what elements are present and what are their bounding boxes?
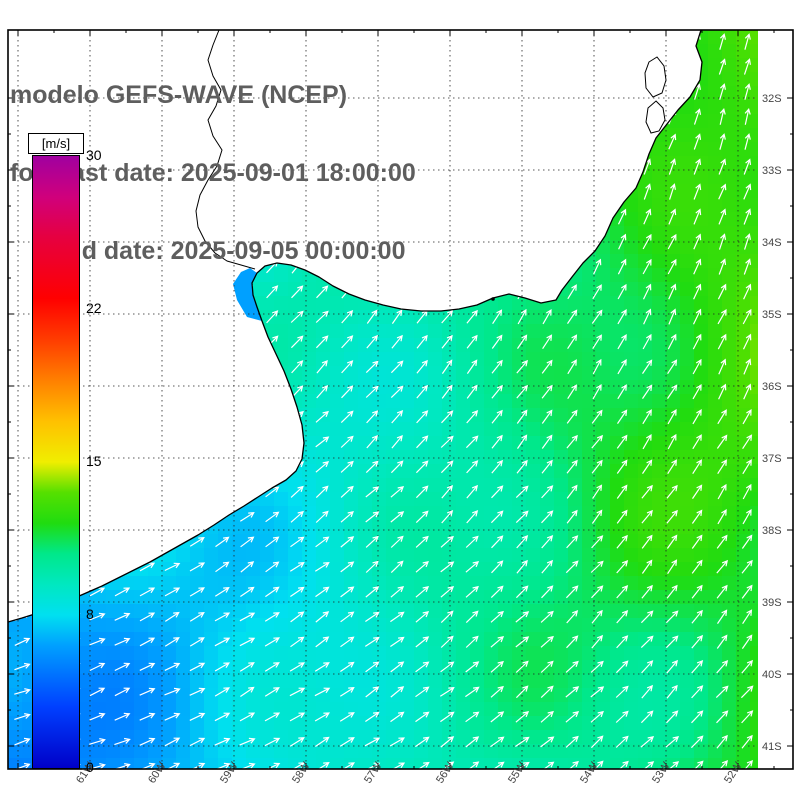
coastline [7, 29, 703, 623]
coastal-lagoons [644, 56, 667, 134]
lat-axis-label: 40S [762, 669, 782, 681]
colorbar: [m/s] 30 22 15 8 0 [28, 133, 108, 778]
lat-axis-label: 38S [762, 525, 782, 537]
colorbar-tick-label: 22 [86, 300, 102, 316]
lat-axis-label: 41S [762, 741, 782, 753]
inland-border-line [195, 29, 256, 270]
lat-axis-label: 36S [762, 381, 782, 393]
lat-axis-label: 34S [762, 237, 782, 249]
estuary-water-patch [233, 268, 262, 321]
valid-date-label: valid date: 2025-09-05 00:00:00 [40, 237, 406, 265]
lat-axis-label: 33S [762, 165, 782, 177]
grid-lines [8, 30, 758, 769]
colorbar-tick-label: 15 [86, 453, 102, 469]
plot-frame [7, 29, 794, 770]
lat-axis-label: 37S [762, 453, 782, 465]
colorbar-gradient-bar [32, 155, 80, 769]
model-title: modelo GEFS-WAVE (NCEP) [10, 81, 348, 109]
colorbar-tick-label: 30 [86, 147, 102, 163]
colorbar-unit-label: [m/s] [28, 133, 84, 154]
latitude-axis-labels: 32S 33S 34S 35S 36S 37S 38S 39S 40S 41S [762, 93, 782, 753]
axis-tick-marks [8, 30, 793, 769]
colorbar-tick-label: 8 [86, 606, 94, 622]
colorbar-tick-label: 0 [86, 759, 94, 775]
lat-axis-label: 39S [762, 597, 782, 609]
lat-axis-label: 35S [762, 309, 782, 321]
small-island [491, 297, 495, 301]
lat-axis-label: 32S [762, 93, 782, 105]
